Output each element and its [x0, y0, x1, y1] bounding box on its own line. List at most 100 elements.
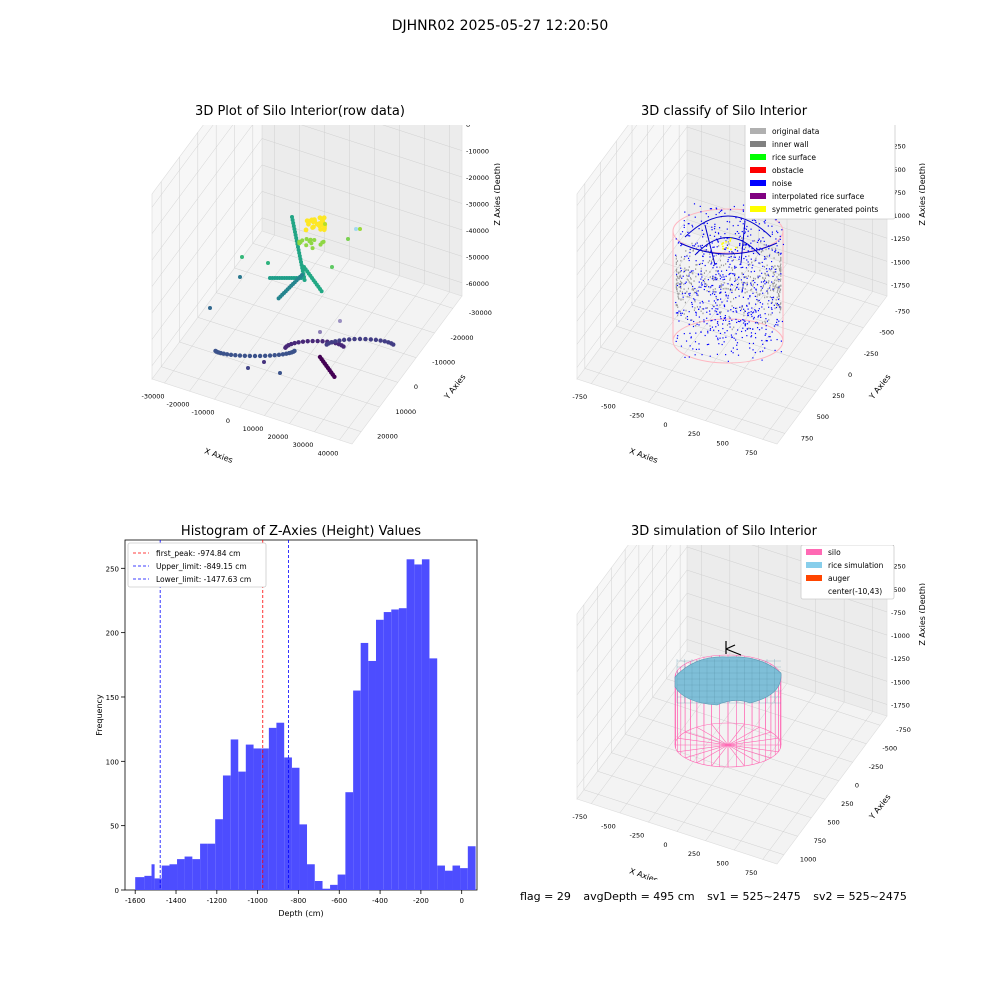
noise-point — [742, 283, 744, 285]
noise-point — [735, 296, 737, 299]
noise-point — [678, 310, 680, 312]
noise-point — [730, 255, 732, 258]
noise-point — [709, 328, 712, 330]
noise-point — [675, 273, 678, 275]
wall-point — [746, 281, 748, 284]
noise-point — [689, 332, 691, 334]
noise-point — [777, 298, 780, 300]
noise-point — [689, 235, 691, 237]
wall-point — [677, 292, 679, 295]
wall-point — [773, 282, 775, 284]
noise-point — [684, 211, 686, 213]
noise-point — [687, 235, 689, 237]
y-tick-label: 250 — [106, 565, 119, 573]
wall-point — [728, 322, 730, 325]
noise-point — [715, 279, 718, 281]
noise-point — [738, 256, 741, 258]
wall-point — [709, 271, 711, 273]
noise-point — [759, 314, 761, 316]
noise-point — [682, 275, 684, 277]
noise-point — [701, 284, 703, 286]
z-tick-label: -750 — [891, 189, 906, 197]
wall-point — [690, 283, 693, 286]
raw-point — [233, 353, 238, 358]
wall-point — [676, 268, 678, 271]
wall-point — [696, 263, 698, 266]
noise-point — [765, 268, 768, 270]
noise-point — [726, 237, 728, 240]
histogram-bar — [215, 819, 223, 890]
wall-point — [691, 271, 693, 274]
wall-point — [780, 288, 782, 291]
wall-point — [724, 287, 726, 290]
x-tick-label: -250 — [630, 832, 645, 840]
noise-point — [754, 295, 756, 298]
wall-point — [689, 282, 691, 284]
raw-points — [208, 215, 396, 379]
wall-point — [774, 286, 776, 288]
wall-point — [767, 273, 769, 276]
noise-point — [704, 334, 706, 337]
noise-point — [700, 211, 702, 213]
noise-point — [744, 323, 746, 326]
wall-point — [734, 273, 736, 276]
noise-point — [741, 336, 743, 339]
wall-point — [711, 258, 714, 261]
noise-point — [732, 347, 734, 349]
noise-point — [766, 340, 768, 342]
wall-point — [744, 288, 746, 290]
noise-point — [704, 286, 706, 288]
noise-point — [764, 256, 766, 258]
wall-point — [720, 264, 722, 267]
noise-point — [677, 312, 679, 314]
noise-point — [730, 272, 732, 274]
noise-point — [774, 349, 776, 352]
x-tick-label: -750 — [572, 393, 587, 401]
noise-point — [734, 256, 736, 258]
noise-point — [688, 275, 690, 277]
wall-point — [775, 299, 777, 301]
noise-point — [711, 326, 714, 328]
wall-point — [675, 269, 677, 272]
noise-point — [698, 308, 700, 310]
x-tick-label: 20000 — [268, 433, 289, 441]
histogram-bar — [177, 859, 185, 890]
wall-point — [756, 295, 758, 298]
raw-point — [296, 248, 301, 252]
wall-point — [699, 262, 701, 265]
noise-point — [711, 262, 713, 264]
wall-point — [779, 290, 781, 293]
noise-point — [778, 304, 780, 306]
noise-point — [752, 312, 754, 314]
wall-point — [727, 241, 729, 243]
noise-point — [703, 285, 706, 287]
raw-point — [346, 337, 352, 342]
wall-point — [728, 237, 730, 240]
y-tick-label: 750 — [814, 837, 826, 845]
y-tick-label: 500 — [817, 413, 829, 421]
noise-point — [689, 294, 691, 296]
noise-point — [751, 315, 753, 317]
noise-point — [723, 305, 726, 308]
noise-point — [750, 234, 752, 236]
wall-point — [734, 289, 736, 291]
wall-point — [732, 259, 734, 261]
wall-point — [707, 244, 709, 247]
noise-point — [718, 212, 720, 214]
wall-point — [762, 285, 764, 288]
noise-point — [720, 298, 722, 300]
y-axis-label: Y Axies — [867, 373, 893, 402]
noise-point — [778, 320, 780, 322]
noise-point — [728, 273, 731, 275]
noise-point — [771, 268, 773, 270]
noise-point — [744, 320, 746, 322]
raw-point — [237, 353, 243, 358]
z-tick-label: -1250 — [891, 655, 910, 663]
x-tick-label: -250 — [630, 412, 645, 420]
noise-point — [715, 207, 717, 209]
noise-point — [680, 270, 682, 272]
status-avg-depth: avgDepth = 495 cm — [583, 890, 695, 903]
noise-point — [700, 331, 702, 333]
noise-point — [780, 340, 782, 342]
y-axis-label: Y Axies — [442, 373, 468, 402]
